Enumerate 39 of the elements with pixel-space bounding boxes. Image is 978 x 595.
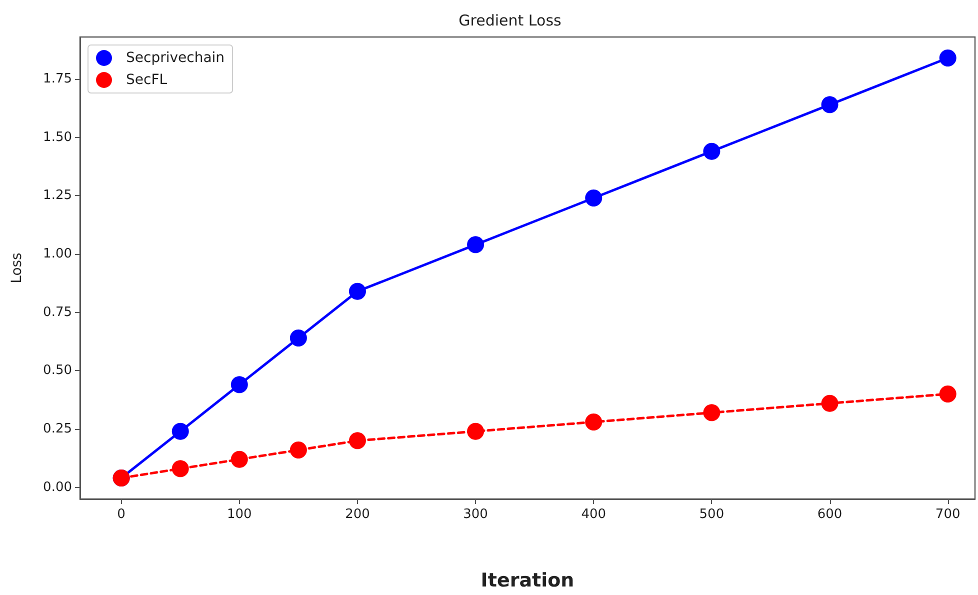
legend-label: Secprivechain (126, 50, 225, 66)
x-tick-label: 500 (699, 507, 724, 522)
point (939, 50, 956, 66)
chart-title: Gredient Loss (458, 12, 562, 30)
point (172, 422, 189, 440)
point (348, 432, 366, 450)
x-tick-label: 700 (935, 507, 960, 522)
point (230, 376, 248, 394)
point (821, 96, 838, 114)
y-tick-label: 1.75 (43, 72, 72, 86)
point (467, 236, 484, 254)
point (348, 282, 366, 300)
point (939, 386, 956, 402)
y-axis-title: Loss (9, 252, 25, 284)
point (172, 460, 189, 478)
y-tick-label: 0.00 (43, 480, 72, 495)
y-tick-label: 1.00 (43, 246, 72, 262)
point (585, 414, 602, 430)
legend-label: SecFL (126, 72, 168, 88)
x-tick-label: 200 (345, 507, 370, 522)
x-tick-label: 600 (817, 507, 842, 522)
point (585, 190, 602, 206)
point (703, 142, 720, 160)
point (230, 450, 248, 468)
y-tick-label: 0.25 (43, 422, 72, 436)
x-tick-label: 0 (117, 507, 126, 522)
x-axis-title: Iteration (480, 570, 574, 592)
y-tick-label: 0.50 (43, 363, 72, 378)
point (290, 442, 307, 458)
y-tick-label: 1.50 (43, 130, 72, 145)
point (703, 404, 720, 422)
x-tick-label: 300 (463, 507, 488, 522)
point (467, 422, 484, 440)
point (290, 330, 307, 346)
x-tick-label: 400 (581, 507, 606, 522)
x-tick-label: 100 (226, 507, 252, 522)
point (821, 394, 838, 412)
y-tick-label: 0.75 (43, 304, 72, 320)
y-tick-label: 1.25 (43, 188, 72, 204)
